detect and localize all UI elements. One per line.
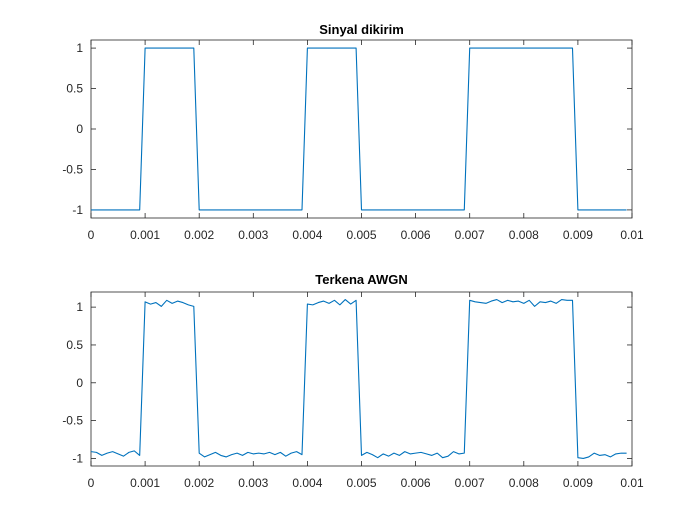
y-tick-label: -1 <box>72 451 83 465</box>
series-bottom <box>90 299 627 459</box>
y-tick-label: -1 <box>72 203 83 217</box>
series-line <box>90 299 627 459</box>
y-tick-label: -0.5 <box>62 162 83 176</box>
x-tick-label: 0.001 <box>130 476 160 490</box>
y-tick-label: 0.5 <box>66 338 83 352</box>
x-tick-label: 0.002 <box>184 228 214 242</box>
x-tick-label: 0.008 <box>509 476 539 490</box>
y-tick-label: 1 <box>76 300 83 314</box>
x-tick-label: 0.007 <box>455 228 485 242</box>
axes-box-top <box>90 39 633 219</box>
ticks-bottom: 0 0.001 0.002 0.003 0.004 0.005 0.006 0.007 0.00… <box>62 292 644 490</box>
x-tick-label: 0.004 <box>292 228 322 242</box>
x-tick-label: 0.008 <box>509 228 539 242</box>
axes-box-bottom <box>90 291 633 467</box>
x-tick-label: 0.006 <box>401 476 431 490</box>
x-tick-label: 0.01 <box>620 476 644 490</box>
x-tick-label: 0.002 <box>184 476 214 490</box>
x-tick-label: 0.01 <box>620 228 644 242</box>
x-tick-label: 0 <box>88 476 95 490</box>
y-tick-label: -0.5 <box>62 414 83 428</box>
subplot-top: Sinyal dikirim 0 0.001 0.002 0.003 0.004 0.00… <box>62 22 644 242</box>
x-tick-label: 0.005 <box>346 228 376 242</box>
x-tick-label: 0.003 <box>238 476 268 490</box>
y-tick-label: 1 <box>76 41 83 55</box>
y-tick-label: 0.5 <box>66 82 83 96</box>
x-tick-label: 0.003 <box>238 228 268 242</box>
subplot-bottom: Terkena AWGN 0 0.001 0.002 0.003 0.004 0.005 0… <box>62 272 644 490</box>
plot-title-bottom: Terkena AWGN <box>315 272 407 287</box>
x-tick-label: 0.009 <box>563 228 593 242</box>
y-tick-label: 0 <box>76 376 83 390</box>
x-tick-label: 0.006 <box>401 228 431 242</box>
x-tick-label: 0.009 <box>563 476 593 490</box>
series-top <box>91 47 627 211</box>
plot-title-top: Sinyal dikirim <box>319 22 404 37</box>
y-tick-label: 0 <box>76 122 83 136</box>
x-tick-label: 0.004 <box>292 476 322 490</box>
x-tick-label: 0 <box>88 228 95 242</box>
x-tick-label: 0.001 <box>130 228 160 242</box>
series-line <box>91 47 627 211</box>
x-tick-label: 0.005 <box>346 476 376 490</box>
x-tick-label: 0.007 <box>455 476 485 490</box>
ticks-top: 0 0.001 0.002 0.003 0.004 0.005 0.006 0.007 0.00… <box>62 40 644 242</box>
